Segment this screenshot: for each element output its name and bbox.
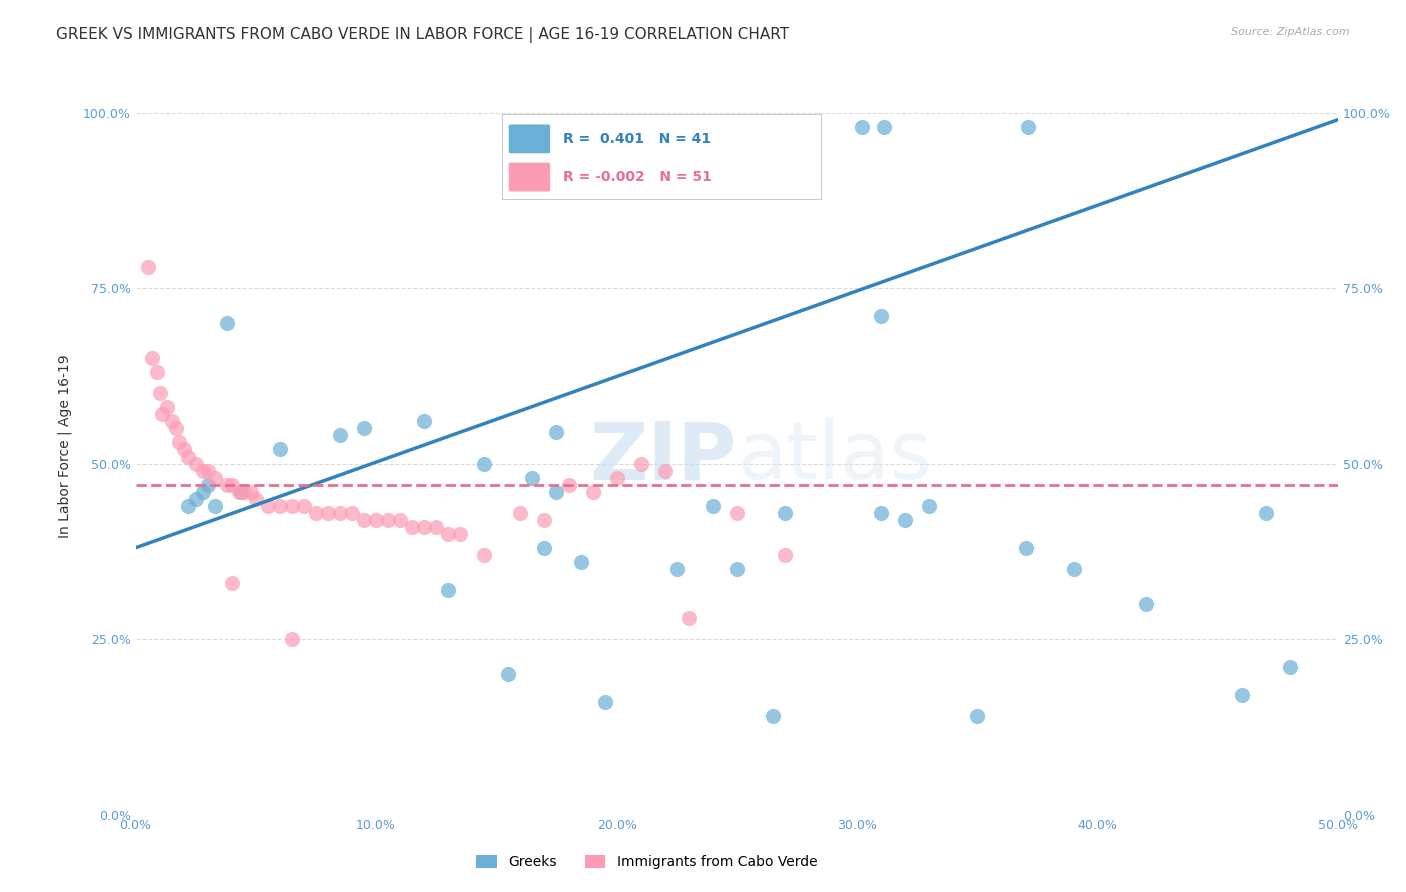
Point <box>437 526 460 541</box>
Point <box>377 513 399 527</box>
Point <box>1014 541 1036 555</box>
Point <box>1230 688 1253 702</box>
Point <box>215 316 238 330</box>
Point <box>1279 660 1302 674</box>
Point <box>425 519 447 533</box>
Text: Source: ZipAtlas.com: Source: ZipAtlas.com <box>1232 27 1350 37</box>
Point <box>437 582 460 597</box>
Point <box>141 351 163 366</box>
Point <box>215 477 238 491</box>
Y-axis label: In Labor Force | Age 16-19: In Labor Force | Age 16-19 <box>58 354 72 538</box>
Point <box>413 519 436 533</box>
Point <box>364 513 387 527</box>
Point <box>870 506 893 520</box>
Point <box>221 477 243 491</box>
Point <box>156 401 179 415</box>
Point <box>191 464 214 478</box>
Point <box>245 491 267 506</box>
Point <box>305 506 328 520</box>
Point <box>1017 120 1039 134</box>
Point <box>184 457 207 471</box>
Point <box>177 450 200 464</box>
Point <box>149 386 172 401</box>
Point <box>167 435 190 450</box>
Point <box>702 499 724 513</box>
Point <box>173 442 195 457</box>
Point <box>851 120 873 134</box>
Point <box>292 499 315 513</box>
Point <box>240 484 263 499</box>
Point <box>773 548 796 562</box>
Point <box>894 513 917 527</box>
Point <box>413 414 436 428</box>
Point <box>401 519 423 533</box>
Point <box>353 513 375 527</box>
Point <box>281 632 304 646</box>
Point <box>197 464 219 478</box>
Point <box>256 499 278 513</box>
Point <box>136 260 159 274</box>
Point <box>498 667 520 681</box>
Point <box>269 442 291 457</box>
Point <box>773 506 796 520</box>
Point <box>509 506 531 520</box>
Legend: Greeks, Immigrants from Cabo Verde: Greeks, Immigrants from Cabo Verde <box>470 848 824 876</box>
Point <box>150 408 173 422</box>
Point <box>472 548 495 562</box>
Text: GREEK VS IMMIGRANTS FROM CABO VERDE IN LABOR FORCE | AGE 16-19 CORRELATION CHART: GREEK VS IMMIGRANTS FROM CABO VERDE IN L… <box>56 27 789 43</box>
Point <box>231 484 253 499</box>
Point <box>353 421 375 435</box>
Point <box>606 470 628 484</box>
Point <box>546 425 568 439</box>
Point <box>533 513 555 527</box>
Point <box>569 555 592 569</box>
Point <box>533 541 555 555</box>
Point <box>581 484 603 499</box>
Point <box>762 709 785 723</box>
Point <box>269 499 291 513</box>
Point <box>1254 506 1277 520</box>
Point <box>340 506 363 520</box>
Point <box>1063 562 1085 576</box>
Point <box>197 477 219 491</box>
Point <box>678 611 700 625</box>
Point <box>872 120 894 134</box>
Point <box>177 499 200 513</box>
Point <box>316 506 339 520</box>
Point <box>165 421 187 435</box>
Point <box>725 506 748 520</box>
Point <box>654 464 676 478</box>
Point <box>557 477 579 491</box>
Point <box>281 499 304 513</box>
Point <box>918 499 941 513</box>
Point <box>630 457 652 471</box>
Point <box>228 484 250 499</box>
Point <box>329 506 352 520</box>
Text: atlas: atlas <box>737 418 931 496</box>
Point <box>221 575 243 590</box>
Point <box>184 491 207 506</box>
Point <box>725 562 748 576</box>
Point <box>329 428 352 442</box>
Point <box>546 484 568 499</box>
Point <box>146 365 169 379</box>
Point <box>472 457 495 471</box>
Point <box>966 709 988 723</box>
Point <box>232 484 254 499</box>
Point <box>204 470 226 484</box>
Point <box>449 526 471 541</box>
Text: ZIP: ZIP <box>589 418 737 496</box>
Point <box>1135 597 1157 611</box>
Point <box>191 484 214 499</box>
Point <box>665 562 688 576</box>
Point <box>204 499 226 513</box>
Point <box>160 414 183 428</box>
Point <box>522 470 544 484</box>
Point <box>593 695 616 709</box>
Point <box>389 513 412 527</box>
Point <box>870 309 893 323</box>
